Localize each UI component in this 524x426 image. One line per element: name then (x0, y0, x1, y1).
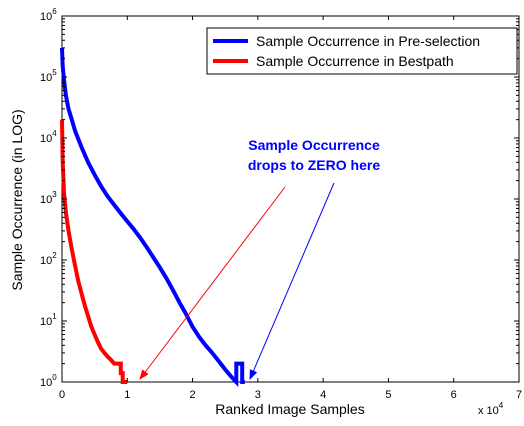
y-tick-label: 104 (40, 129, 57, 145)
legend-label-preselection: Sample Occurrence in Pre-selection (256, 33, 480, 49)
legend-box (206, 27, 518, 75)
x-tick-label: 6 (451, 389, 457, 401)
y-tick-label: 102 (40, 251, 57, 267)
legend-label-bestpath: Sample Occurrence in Bestpath (256, 53, 454, 69)
x-axis-label: Ranked Image Samples (215, 401, 364, 417)
x-tick-label: 4 (320, 389, 326, 401)
series-line-bestpath (60, 119, 128, 384)
annotation-text-line-1: Sample Occurrence (248, 137, 380, 153)
series-line-preselection (60, 47, 245, 387)
y-tick-label: 101 (40, 312, 57, 328)
plot-area (61, 15, 520, 383)
x-tick-label: 2 (190, 389, 196, 401)
x-tick-label: 3 (255, 389, 261, 401)
y-tick-label: 106 (40, 7, 57, 23)
legend: Sample Occurrence in Pre-selection Sampl… (206, 27, 518, 75)
annotation-arrow-blue (249, 182, 335, 380)
series-layer (60, 47, 245, 387)
x-multiplier-label: x 104 (478, 401, 504, 417)
y-tick-label: 100 (40, 373, 57, 389)
axis-ticks: 0 1 2 3 4 5 6 7 100 101 102 103 104 105 106 (40, 7, 522, 401)
x-tick-label: 7 (516, 389, 522, 401)
annotation-arrow-red (139, 186, 286, 380)
y-axis-label: Sample Occurrence (in LOG) (9, 109, 25, 290)
x-tick-label: 1 (124, 389, 130, 401)
annotation-text-line-2: drops to ZERO here (248, 157, 380, 173)
x-tick-label: 0 (59, 389, 65, 401)
x-tick-label: 5 (385, 389, 391, 401)
y-tick-label: 105 (40, 68, 57, 84)
plot-frame (61, 15, 520, 383)
y-tick-label: 103 (40, 190, 57, 206)
